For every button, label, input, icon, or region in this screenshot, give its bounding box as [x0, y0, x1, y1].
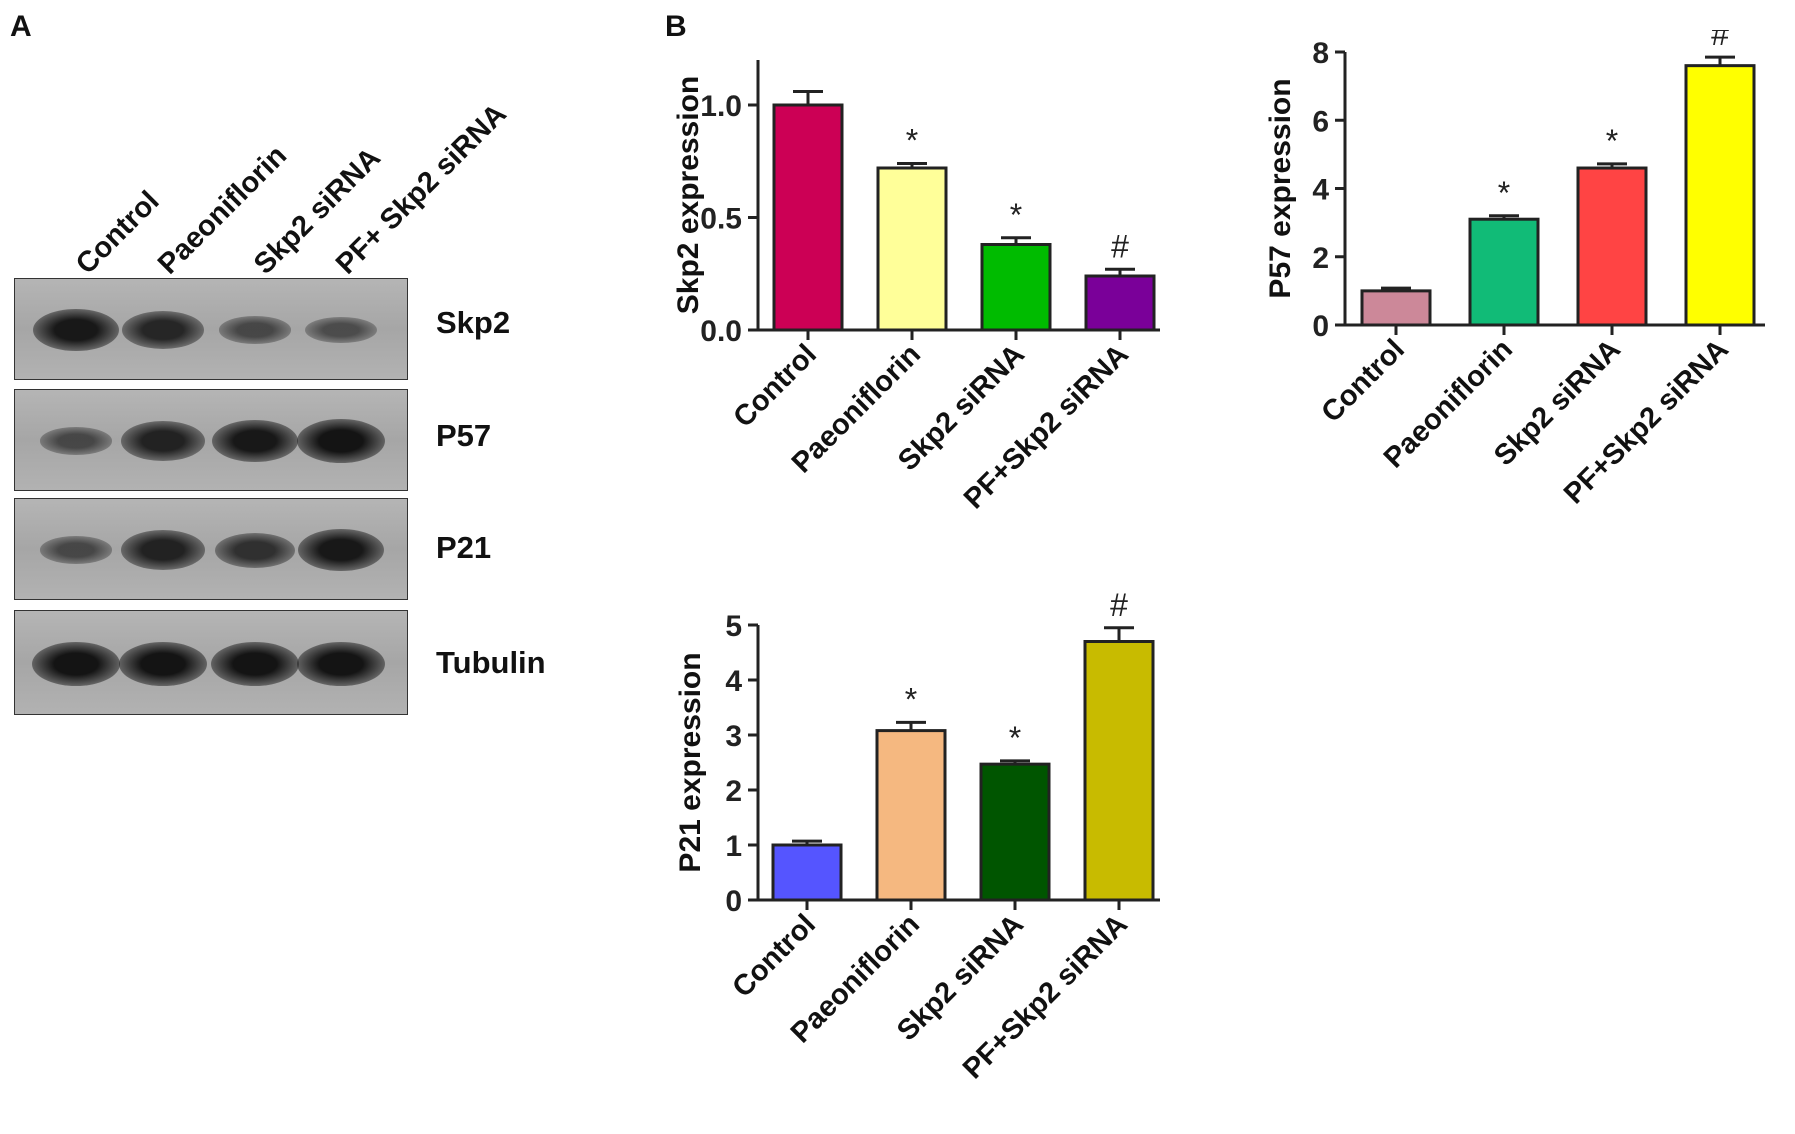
significance-marker: * [906, 123, 918, 159]
blot-band [297, 419, 385, 463]
x-tick-label: Control [727, 338, 823, 434]
blot-band [39, 536, 113, 564]
y-tick-label: 6 [1312, 105, 1329, 138]
y-tick-label: 4 [1312, 174, 1329, 207]
bar [771, 843, 843, 902]
y-tick-label: 1 [725, 830, 742, 863]
bar [1083, 640, 1155, 902]
y-tick-label: 0 [1312, 310, 1329, 343]
significance-marker: * [1009, 720, 1021, 756]
blot-band [121, 311, 205, 349]
significance-marker: # [1110, 587, 1128, 623]
significance-marker: * [1010, 197, 1022, 233]
bar [980, 243, 1052, 332]
y-tick-label: 4 [725, 665, 742, 698]
bar [979, 762, 1051, 902]
blot-band [297, 641, 385, 686]
blot-band [32, 641, 120, 686]
blot-band [119, 641, 207, 686]
y-axis-label: P57 expression [1264, 78, 1297, 298]
panel-letter-b: B [665, 10, 687, 43]
bar [772, 103, 844, 332]
bar [1468, 217, 1540, 327]
blot-strip-skp2 [14, 278, 408, 380]
blot-band [211, 419, 299, 463]
blot-band [215, 532, 295, 568]
y-tick-label: 0 [725, 885, 742, 918]
blot-band [211, 641, 299, 686]
blot-band [39, 427, 113, 455]
y-tick-label: 1.0 [700, 90, 742, 123]
significance-marker: # [1111, 228, 1129, 264]
bar [1084, 274, 1156, 332]
bar [1684, 64, 1756, 327]
blot-label-p57: P57 [436, 418, 492, 453]
x-tick-label: Control [726, 908, 822, 1004]
blot-strip-tubulin [14, 610, 408, 715]
blot-label-p21: P21 [436, 530, 492, 565]
blot-label-skp2: Skp2 [436, 305, 511, 340]
blot-label-tubulin: Tubulin [436, 645, 546, 680]
blot-strip-p21 [14, 498, 408, 600]
blot-band [305, 317, 377, 343]
significance-marker: * [1606, 123, 1618, 159]
blot-band [121, 530, 205, 570]
significance-marker: * [905, 681, 917, 717]
blot-band [121, 421, 205, 461]
bar [875, 729, 947, 902]
significance-marker: # [1711, 30, 1729, 52]
blot-strip-p57 [14, 389, 408, 491]
y-tick-label: 2 [725, 775, 742, 808]
y-tick-label: 0.0 [700, 315, 742, 348]
blot-band [32, 308, 120, 352]
y-axis-label: P21 expression [674, 652, 707, 872]
bar [876, 166, 948, 332]
y-tick-label: 0.5 [700, 203, 742, 236]
y-tick-label: 3 [725, 720, 742, 753]
bar [1576, 166, 1648, 327]
y-axis-label: Skp2 expression [672, 76, 705, 314]
significance-marker: * [1498, 175, 1510, 211]
x-tick-label: Control [1315, 333, 1411, 429]
bar [1360, 289, 1432, 327]
y-tick-label: 8 [1312, 37, 1329, 70]
blot-band [218, 316, 292, 344]
panel-letter-a: A [10, 10, 32, 43]
lane-label-control: Control [70, 185, 166, 281]
y-tick-label: 2 [1312, 242, 1329, 275]
blot-band [297, 528, 385, 572]
y-tick-label: 5 [725, 610, 742, 643]
